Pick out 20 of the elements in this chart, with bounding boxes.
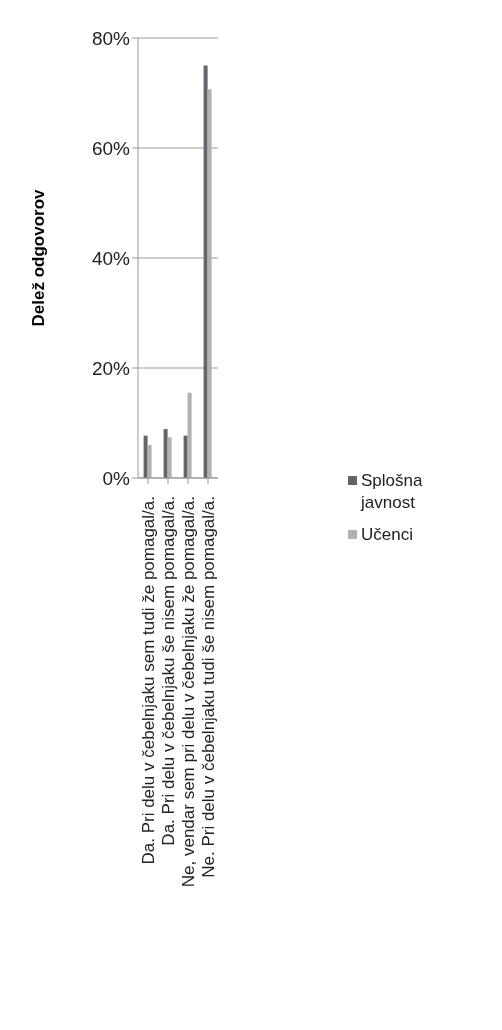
x-tick-label: Ne, vendar sem pri delu v čebelnjaku že pomagal/a.	[178, 496, 198, 888]
legend-label: Splošna javnost	[361, 470, 424, 514]
y-axis-title: Delež odgovorov	[29, 188, 49, 327]
bar	[183, 435, 188, 478]
y-tick-label: 0%	[102, 467, 131, 489]
x-tick-label: Ne. Pri delu v čebelnjaku tudi še nisem pomagal/a.	[198, 496, 218, 878]
bar	[203, 65, 208, 478]
bar	[207, 89, 212, 478]
bar	[147, 445, 152, 478]
y-tick-label: 80%	[91, 27, 131, 49]
y-tick-label: 20%	[91, 357, 131, 379]
y-tick-label: 60%	[91, 137, 131, 159]
bar	[187, 392, 192, 478]
bar	[167, 437, 172, 478]
bar	[163, 429, 168, 478]
bar	[143, 435, 148, 478]
y-tick-label: 40%	[91, 247, 131, 269]
x-tick-label: Da. Pri delu v čebelnjaku sem tudi že pomagal/a.	[138, 496, 158, 865]
legend-label: Učenci	[361, 524, 414, 546]
x-tick-label: Da. Pri delu v čebelnjaku še nisem pomagal/a.	[158, 496, 178, 846]
